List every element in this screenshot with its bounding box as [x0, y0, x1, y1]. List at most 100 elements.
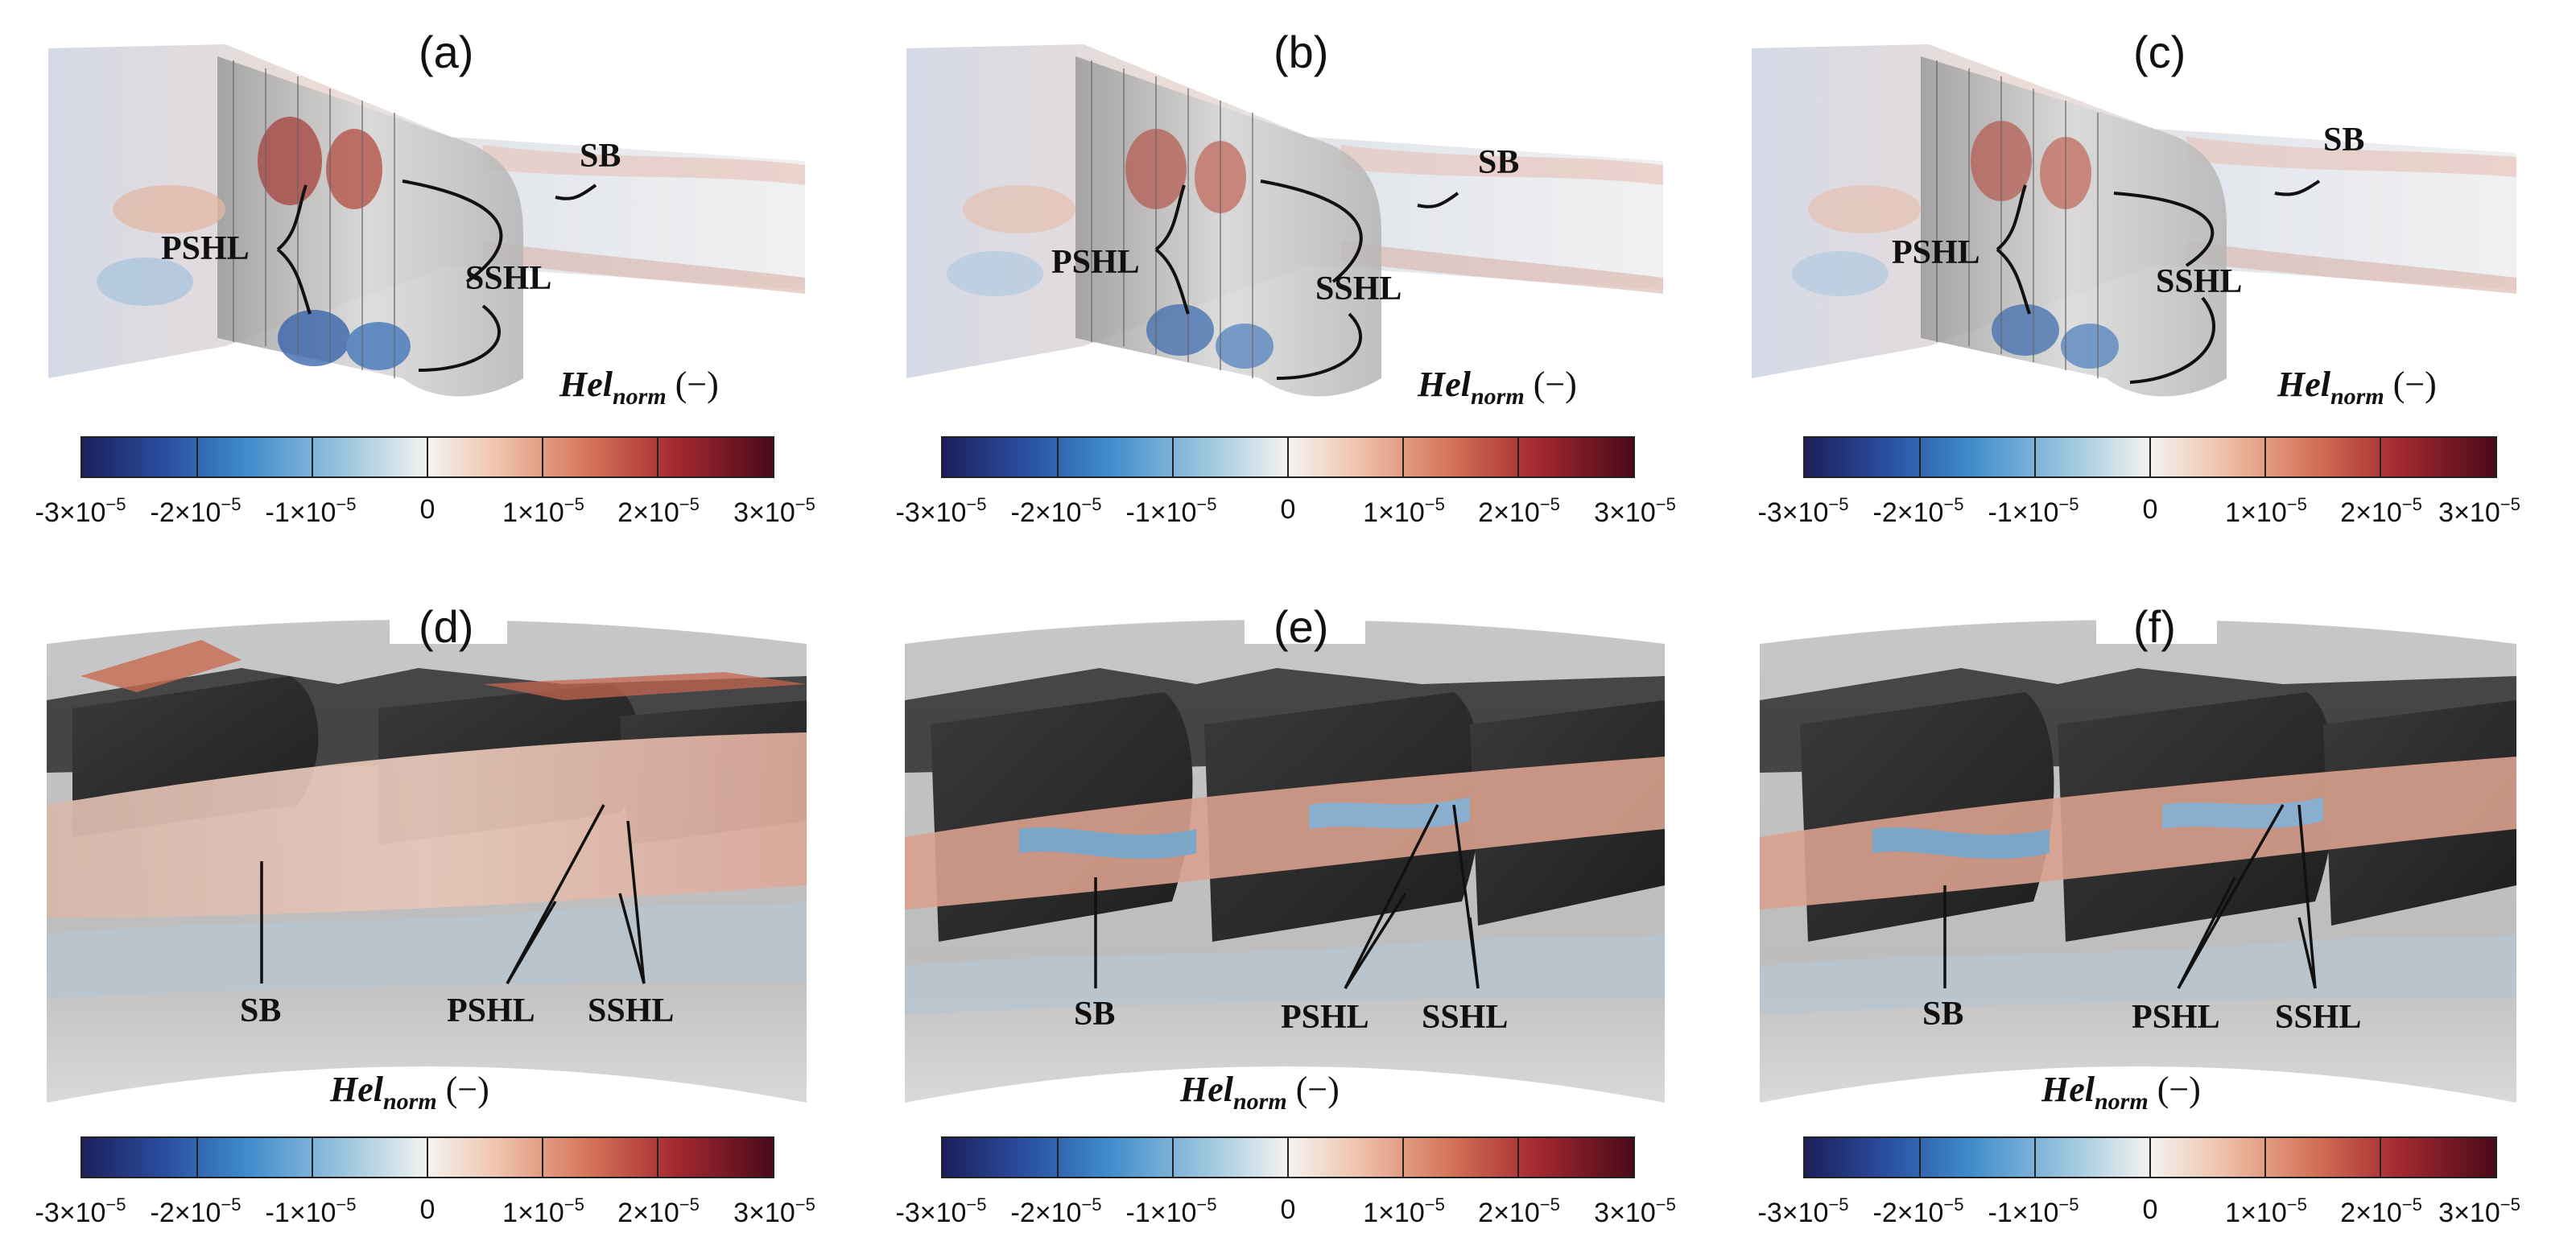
sshl-label: SSHL: [2156, 263, 2243, 300]
annotation-arrows: [1996, 179, 2321, 384]
pshl-label: PSHL: [447, 992, 535, 1029]
panel-d: (d) SB PSHL SSHL Helnorm (−) -3×10−5 -2×…: [0, 563, 853, 1258]
panel-letter: (e): [1274, 601, 1329, 652]
annotation-arrows: [1943, 804, 2317, 989]
tick-label: -2×10−5: [150, 494, 242, 528]
tick-label: -2×10−5: [1010, 494, 1102, 528]
tick-label: -1×10−5: [1988, 494, 2079, 528]
tick-label: 2×10−5: [617, 494, 700, 528]
sb-label: SB: [580, 138, 621, 175]
isosurface-image: [905, 596, 1665, 1103]
tick-label: 1×10−5: [2225, 1194, 2307, 1228]
tick-label: 0: [1280, 494, 1296, 525]
panel-e: (e) SB PSHL SSHL Helnorm (−) -3×10−5 -2×…: [858, 563, 1711, 1258]
tick-label: 0: [419, 494, 436, 525]
tick-label: -3×10−5: [895, 494, 987, 528]
tick-label: -2×10−5: [1872, 494, 1964, 528]
tick-label: -2×10−5: [150, 1194, 242, 1228]
panel-letter: (a): [419, 27, 474, 77]
tick-label: 0: [1280, 1194, 1296, 1225]
sb-label: SB: [1478, 144, 1520, 181]
colorbar-variable-label: Helnorm (−): [2277, 365, 2437, 410]
colorbar-ticks: -3×10−5 -2×10−5 -1×10−5 0 1×10−5 2×10−5 …: [0, 494, 853, 534]
colorbar: [1803, 436, 2497, 478]
isosurface-image: [1760, 596, 2516, 1103]
colorbar-ticks: -3×10−5 -2×10−5 -1×10−5 0 1×10−5 2×10−5 …: [861, 494, 1714, 534]
slice-planes-image: [48, 44, 805, 397]
sb-label: SB: [2323, 122, 2365, 159]
tick-label: 1×10−5: [1363, 1194, 1445, 1228]
pshl-label: PSHL: [1892, 234, 1980, 271]
tick-label: -2×10−5: [1872, 1194, 1964, 1228]
pshl-label: PSHL: [1051, 244, 1140, 281]
colorbar: [941, 436, 1635, 478]
tick-label: -1×10−5: [1988, 1194, 2079, 1228]
slice-planes-image: [906, 44, 1663, 397]
tick-label: -3×10−5: [35, 494, 126, 528]
colorbar: [1803, 1136, 2497, 1178]
tick-label: 3×10−5: [733, 1194, 815, 1228]
tick-label: 3×10−5: [1594, 494, 1676, 528]
slice-planes-image: [1752, 44, 2516, 397]
colorbar: [941, 1136, 1635, 1178]
tick-label: 1×10−5: [1363, 494, 1445, 528]
panel-b: (b) PSHL SSHL SB Helnorm (−): [858, 0, 1711, 612]
colorbar-ticks: -3×10−5 -2×10−5 -1×10−5 0 1×10−5 2×10−5 …: [0, 1194, 853, 1235]
tick-label: 0: [419, 1194, 436, 1225]
isosurface-image: [47, 596, 807, 1103]
tick-label: -3×10−5: [35, 1194, 126, 1228]
tick-label: 1×10−5: [502, 494, 584, 528]
tick-label: 3×10−5: [2438, 1194, 2520, 1228]
tick-label: 2×10−5: [2340, 494, 2422, 528]
sshl-label: SSHL: [465, 260, 552, 297]
sb-label: SB: [240, 992, 282, 1029]
tick-label: 0: [2142, 1194, 2158, 1225]
tick-label: 2×10−5: [617, 1194, 700, 1228]
annotation-arrows: [276, 179, 597, 372]
tick-label: 2×10−5: [1478, 1194, 1560, 1228]
colorbar-variable-label: Helnorm (−): [2041, 1070, 2201, 1115]
tick-label: -1×10−5: [265, 494, 357, 528]
sshl-label: SSHL: [1315, 270, 1402, 307]
tick-label: -3×10−5: [895, 1194, 987, 1228]
colorbar-ticks: -3×10−5 -2×10−5 -1×10−5 0 1×10−5 2×10−5 …: [1723, 494, 2576, 534]
tick-label: 1×10−5: [2225, 494, 2307, 528]
tick-label: -3×10−5: [1757, 1194, 1849, 1228]
colorbar-variable-label: Helnorm (−): [1180, 1070, 1340, 1115]
annotation-arrows: [260, 804, 646, 984]
pshl-label: PSHL: [1281, 999, 1369, 1036]
sshl-label: SSHL: [2275, 999, 2362, 1036]
colorbar-variable-label: Helnorm (−): [330, 1070, 489, 1115]
colorbar-variable-label: Helnorm (−): [559, 365, 719, 410]
panel-letter: (b): [1274, 27, 1329, 77]
panel-letter: (c): [2133, 27, 2186, 77]
sshl-label: SSHL: [588, 992, 675, 1029]
tick-label: -2×10−5: [1010, 1194, 1102, 1228]
panel-letter: (d): [419, 601, 474, 652]
tick-label: 2×10−5: [1478, 494, 1560, 528]
tick-label: 3×10−5: [1594, 1194, 1676, 1228]
pshl-label: PSHL: [161, 230, 250, 267]
tick-label: 2×10−5: [2340, 1194, 2422, 1228]
colorbar-variable-label: Helnorm (−): [1418, 365, 1577, 410]
colorbar: [80, 1136, 774, 1178]
tick-label: -1×10−5: [1125, 494, 1217, 528]
pshl-label: PSHL: [2132, 999, 2220, 1036]
tick-label: 0: [2142, 494, 2158, 525]
panel-c: (c) PSHL SSHL SB Helnorm (−): [1719, 0, 2573, 612]
tick-label: -1×10−5: [265, 1194, 357, 1228]
tick-label: -3×10−5: [1757, 494, 1849, 528]
colorbar-ticks: -3×10−5 -2×10−5 -1×10−5 0 1×10−5 2×10−5 …: [861, 1194, 1714, 1235]
panel-letter: (f): [2133, 601, 2176, 652]
sshl-label: SSHL: [1422, 999, 1509, 1036]
panel-f: (f) SB PSHL SSHL Helnorm (−) -3×10−5 -2×…: [1719, 563, 2573, 1258]
annotation-arrows: [1094, 804, 1480, 989]
sb-label: SB: [1922, 996, 1964, 1033]
tick-label: 3×10−5: [733, 494, 815, 528]
tick-label: 1×10−5: [502, 1194, 584, 1228]
annotation-arrows: [1154, 179, 1459, 380]
colorbar-ticks: -3×10−5 -2×10−5 -1×10−5 0 1×10−5 2×10−5 …: [1723, 1194, 2576, 1235]
colorbar: [80, 436, 774, 478]
tick-label: 3×10−5: [2438, 494, 2520, 528]
tick-label: -1×10−5: [1125, 1194, 1217, 1228]
